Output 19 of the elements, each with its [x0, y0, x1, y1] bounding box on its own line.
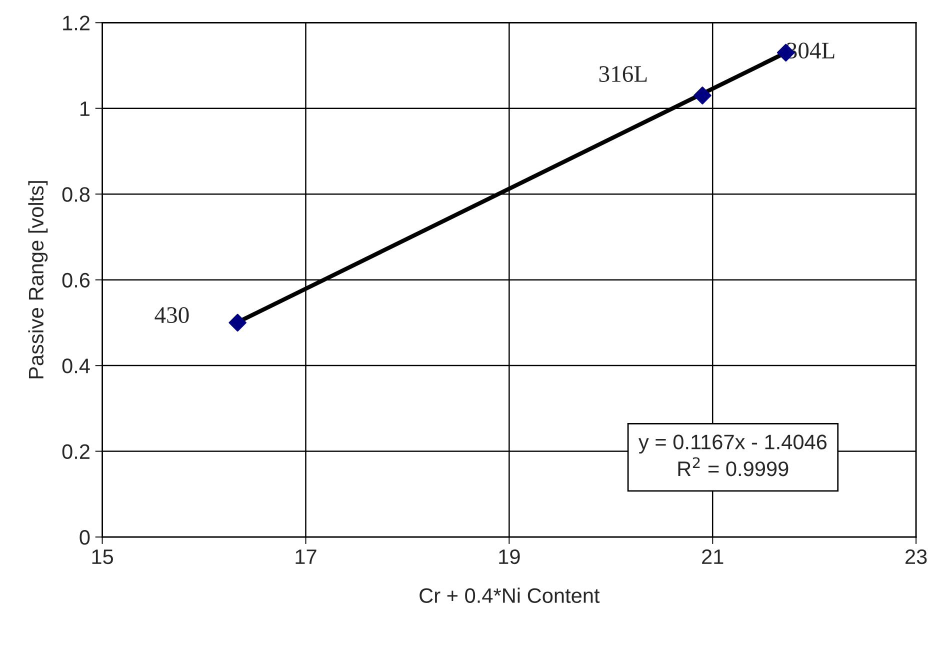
- annotation: 316L: [599, 66, 647, 82]
- y-tick-label: 0.2: [62, 444, 90, 460]
- x-tick-label: 21: [702, 549, 724, 564]
- y-tick-label: 0.4: [62, 358, 90, 374]
- x-axis-title: Cr + 0.4*Ni Content: [420, 588, 600, 603]
- y-tick-label: 1: [80, 102, 90, 116]
- y-tick-label: 0.6: [62, 272, 90, 288]
- y-tick-label: 0: [80, 530, 90, 545]
- y-axis-title: Passive Range [volts]: [28, 181, 48, 378]
- y-tick-label: 0.8: [62, 187, 90, 202]
- x-tick-label: 17: [296, 550, 316, 564]
- x-tick-label: 23: [906, 549, 927, 564]
- point: [694, 86, 712, 104]
- y-tick-label: 1.2: [63, 16, 90, 30]
- x-tick-label: 19: [499, 549, 520, 564]
- x-tick-label: 15: [92, 550, 114, 564]
- point: [228, 314, 246, 332]
- annotation: y = 0.1167x - 1.4046 R$^{2}$ = 0.9999: [638, 434, 827, 476]
- annotation: 430: [154, 307, 189, 324]
